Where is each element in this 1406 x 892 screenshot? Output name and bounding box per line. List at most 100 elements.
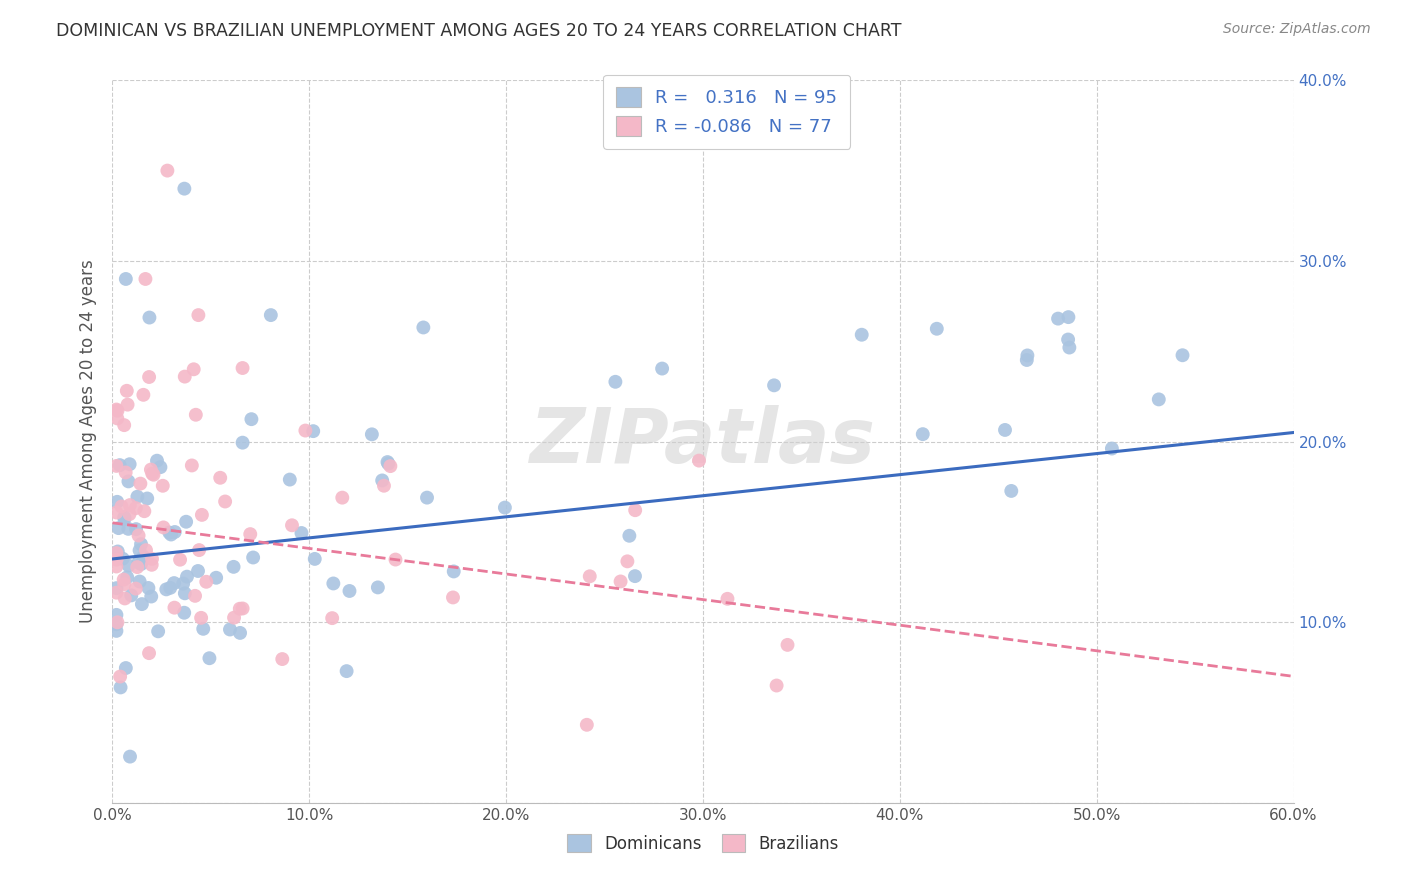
Point [136,491,159,506]
Point [1015,353,1038,368]
Point [190,611,212,625]
Point [191,508,214,522]
Point [141,590,163,604]
Point [173,586,195,600]
Point [367,581,389,595]
Point [141,558,163,572]
Point [105,506,128,520]
Point [135,543,157,558]
Point [138,370,160,384]
Point [128,574,150,589]
Point [229,626,252,640]
Point [1101,442,1123,456]
Point [138,581,160,595]
Point [416,491,439,505]
Point [851,327,873,342]
Point [132,549,155,564]
Point [624,503,647,517]
Point [115,570,138,584]
Point [139,462,162,476]
Point [294,424,316,438]
Text: DOMINICAN VS BRAZILIAN UNEMPLOYMENT AMONG AGES 20 TO 24 YEARS CORRELATION CHART: DOMINICAN VS BRAZILIAN UNEMPLOYMENT AMON… [56,22,901,40]
Point [184,408,207,422]
Point [105,495,128,509]
Point [160,527,183,541]
Text: Source: ZipAtlas.com: Source: ZipAtlas.com [1223,22,1371,37]
Point [260,308,283,322]
Point [242,550,264,565]
Point [125,582,148,596]
Point [112,577,135,591]
Point [152,479,174,493]
Point [138,646,160,660]
Point [322,576,344,591]
Point [1057,310,1080,325]
Point [336,664,359,678]
Point [149,460,172,475]
Point [141,467,163,481]
Point [281,518,304,533]
Point [125,501,148,516]
Point [911,427,934,442]
Point [624,569,647,583]
Point [169,552,191,566]
Point [117,558,139,573]
Y-axis label: Unemployment Among Ages 20 to 24 years: Unemployment Among Ages 20 to 24 years [79,260,97,624]
Point [172,576,194,591]
Point [443,565,465,579]
Point [173,182,195,196]
Point [187,564,209,578]
Point [114,512,136,526]
Point [232,601,254,615]
Point [115,384,138,398]
Point [117,522,139,536]
Point [105,617,128,632]
Point [339,584,361,599]
Point [193,622,215,636]
Point [380,459,402,474]
Point [209,471,232,485]
Point [146,624,169,639]
Point [128,528,150,542]
Point [111,551,134,566]
Point [925,322,948,336]
Point [304,552,326,566]
Point [117,398,139,412]
Point [129,476,152,491]
Point [651,361,673,376]
Point [107,403,129,417]
Point [155,582,177,597]
Point [105,581,128,595]
Point [163,576,186,591]
Point [118,457,141,471]
Point [1017,348,1039,362]
Point [125,522,148,536]
Point [157,525,180,540]
Point [575,718,598,732]
Point [494,500,516,515]
Point [384,552,406,566]
Point [128,543,150,558]
Point [105,559,128,574]
Point [118,749,141,764]
Point [118,507,141,521]
Point [152,520,174,534]
Point [195,574,218,589]
Point [214,494,236,508]
Point [765,679,787,693]
Point [105,402,128,417]
Point [776,638,799,652]
Point [616,554,638,568]
Point [219,623,242,637]
Legend: Dominicans, Brazilians: Dominicans, Brazilians [561,828,845,860]
Point [1047,311,1070,326]
Point [108,458,131,472]
Point [138,310,160,325]
Point [107,521,129,535]
Point [163,524,186,539]
Point [232,435,254,450]
Point [142,467,165,482]
Point [174,515,197,529]
Point [278,473,301,487]
Point [188,543,211,558]
